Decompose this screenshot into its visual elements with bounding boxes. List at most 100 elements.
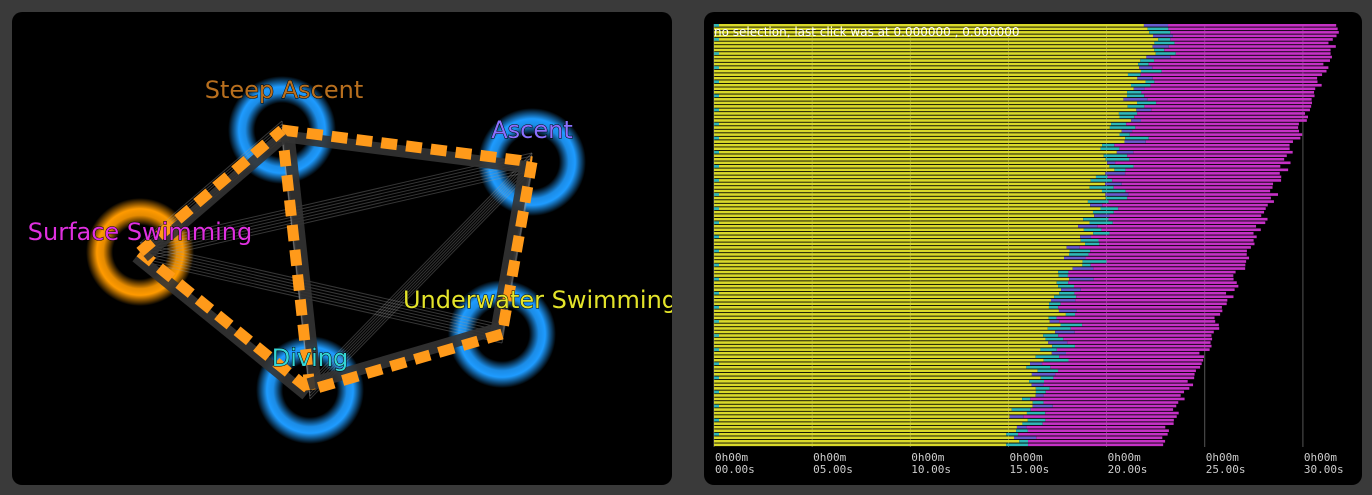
timeline-row[interactable] (714, 390, 1185, 394)
node-label-underwater[interactable]: Underwater Swimming (402, 286, 672, 315)
timeline-row[interactable] (714, 436, 1163, 440)
timeline-row[interactable] (714, 200, 1274, 203)
timeline-row[interactable] (714, 122, 1299, 126)
timeline-row[interactable] (714, 48, 1331, 52)
timeline-row[interactable] (714, 217, 1268, 221)
timeline-row[interactable] (714, 182, 1274, 186)
timeline-row[interactable] (714, 175, 1282, 179)
timeline-row[interactable] (714, 362, 1202, 366)
timeline-row[interactable] (714, 235, 1257, 239)
timeline-row[interactable] (714, 41, 1329, 45)
timeline-row[interactable] (714, 108, 1310, 112)
node-label-steep[interactable]: Steep Ascent (204, 76, 364, 105)
timeline-row[interactable] (714, 112, 1306, 115)
timeline-row[interactable] (714, 239, 1254, 242)
timeline-chart[interactable]: 0h00m00.00s0h00m05.00s0h00m10.00s0h00m15… (704, 12, 1362, 485)
timeline-row[interactable] (714, 76, 1318, 80)
timeline-row[interactable] (714, 150, 1293, 154)
timeline-row[interactable] (714, 207, 1266, 210)
timeline-row[interactable] (714, 38, 1333, 41)
node-label-diving[interactable]: Diving (271, 344, 348, 373)
timeline-row[interactable] (714, 189, 1271, 193)
timeline-row[interactable] (714, 143, 1290, 147)
timeline-row[interactable] (714, 133, 1303, 136)
timeline-row[interactable] (714, 168, 1289, 172)
timeline-row[interactable] (714, 408, 1174, 411)
timeline-row[interactable] (714, 147, 1290, 151)
timeline-row[interactable] (714, 126, 1299, 129)
timeline-row[interactable] (714, 24, 1337, 27)
timeline-row[interactable] (714, 119, 1307, 122)
timeline-row[interactable] (714, 432, 1168, 436)
timeline-row[interactable] (714, 365, 1201, 369)
timeline-row[interactable] (714, 80, 1318, 84)
timeline-row[interactable] (714, 316, 1215, 320)
timeline-row[interactable] (714, 27, 1338, 31)
timeline-row[interactable] (714, 397, 1185, 401)
edge-surface-steep[interactable] (136, 125, 286, 257)
timeline-row[interactable] (714, 302, 1227, 306)
timeline-row[interactable] (714, 372, 1195, 376)
edge-steep-ascent[interactable] (281, 124, 533, 168)
timeline-row[interactable] (714, 210, 1265, 214)
timeline-row[interactable] (714, 429, 1169, 433)
timeline-row[interactable] (714, 45, 1336, 48)
timeline-row[interactable] (714, 256, 1250, 260)
timeline-row[interactable] (714, 281, 1237, 284)
timeline-row[interactable] (714, 306, 1222, 309)
timeline-row[interactable] (714, 295, 1234, 299)
timeline-row[interactable] (714, 83, 1322, 87)
timeline-row[interactable] (714, 179, 1282, 182)
timeline-row[interactable] (714, 90, 1315, 94)
timeline-row[interactable] (714, 260, 1247, 263)
timeline-rows[interactable] (714, 24, 1339, 447)
timeline-row[interactable] (714, 115, 1308, 119)
timeline-row[interactable] (714, 140, 1293, 143)
timeline-row[interactable] (714, 443, 1164, 447)
timeline-row[interactable] (714, 87, 1316, 91)
timeline-row[interactable] (714, 249, 1247, 253)
timeline-row[interactable] (714, 136, 1301, 140)
timeline-row[interactable] (714, 309, 1223, 313)
timeline-row[interactable] (714, 267, 1246, 270)
timeline-row[interactable] (714, 59, 1330, 62)
timeline-row[interactable] (714, 165, 1281, 168)
timeline-row[interactable] (714, 214, 1262, 217)
timeline-row[interactable] (714, 221, 1266, 225)
edge-underwater-diving[interactable] (308, 328, 504, 396)
timeline-row[interactable] (714, 387, 1190, 390)
timeline-row[interactable] (714, 94, 1315, 98)
timeline-row[interactable] (714, 380, 1188, 383)
timeline-panel[interactable]: 0h00m 00.00s 0h00m 05.00s 0h00m 10.00s 0h00m 15… (704, 12, 1362, 485)
timeline-row[interactable] (714, 394, 1181, 397)
timeline-row[interactable] (714, 291, 1227, 295)
timeline-row[interactable] (714, 341, 1211, 344)
timeline-row[interactable] (714, 418, 1174, 422)
timeline-row[interactable] (714, 425, 1166, 429)
timeline-row[interactable] (714, 439, 1166, 443)
timeline-row[interactable] (714, 154, 1287, 158)
timeline-row[interactable] (714, 129, 1300, 133)
timeline-row[interactable] (714, 355, 1204, 358)
timeline-row[interactable] (714, 411, 1179, 415)
timeline-row[interactable] (714, 415, 1177, 418)
timeline-row[interactable] (714, 98, 1312, 101)
timeline-row[interactable] (714, 161, 1291, 165)
timeline-row[interactable] (714, 284, 1239, 288)
timeline-row[interactable] (714, 344, 1212, 348)
timeline-row[interactable] (714, 404, 1177, 408)
timeline-row[interactable] (714, 401, 1179, 404)
timeline-row[interactable] (714, 62, 1324, 66)
timeline-row[interactable] (714, 196, 1271, 200)
state-transition-graph[interactable]: Steep Ascent Ascent Surface Swimming Underw… (12, 12, 672, 485)
timeline-row[interactable] (714, 105, 1312, 108)
timeline-row[interactable] (714, 34, 1337, 38)
timeline-row[interactable] (714, 186, 1273, 189)
timeline-row[interactable] (714, 358, 1204, 362)
edge-ascent-underwater[interactable] (496, 161, 538, 335)
timeline-row[interactable] (714, 369, 1196, 373)
node-label-ascent[interactable]: Ascent (491, 116, 574, 145)
timeline-row[interactable] (714, 270, 1236, 274)
timeline-row[interactable] (714, 320, 1216, 323)
timeline-row[interactable] (714, 313, 1221, 316)
